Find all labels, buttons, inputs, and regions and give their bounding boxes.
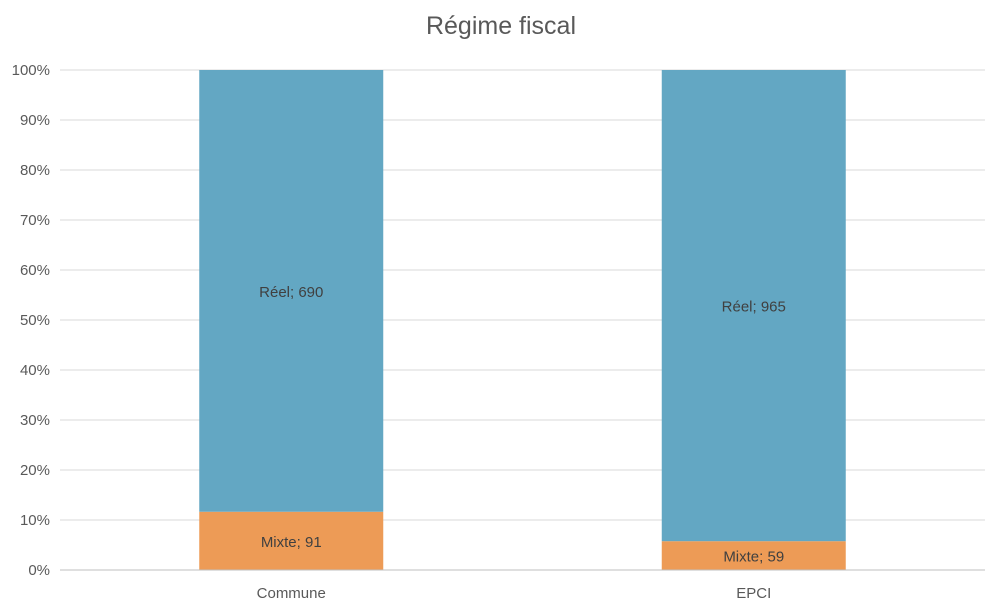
data-label: Mixte; 59 [723, 549, 784, 566]
axes: 0% 10% 20% 30% 40% 50% 60% 70% 80% 90% 100% Commune… [12, 62, 985, 602]
data-labels: Mixte; 91 Réel; 690 Mixte; 59 Réel; 965 [259, 284, 786, 566]
x-tick-label: Commune [257, 585, 326, 602]
y-tick-label: 50% [20, 312, 50, 329]
bar-r-el-commune [199, 70, 384, 512]
y-tick-label: 60% [20, 262, 50, 279]
y-tick-label: 30% [20, 412, 50, 429]
bars [199, 70, 846, 570]
y-tick-label: 0% [28, 562, 50, 579]
y-tick-label: 80% [20, 162, 50, 179]
bar-mixte-commune [199, 511, 384, 570]
y-tick-label: 90% [20, 112, 50, 129]
gridlines [60, 69, 985, 521]
x-tick-label: EPCI [736, 585, 771, 602]
y-tick-label: 10% [20, 512, 50, 529]
y-tick-label: 100% [12, 62, 50, 79]
bar-mixte-epci [661, 541, 846, 570]
data-label: Mixte; 91 [261, 534, 322, 551]
chart-title: Régime fiscal [425, 12, 577, 40]
y-tick-label: 40% [20, 362, 50, 379]
data-label: Réel; 965 [722, 299, 786, 316]
bar-r-el-epci [661, 70, 846, 542]
y-tick-label: 70% [20, 212, 50, 229]
data-label: Réel; 690 [259, 284, 323, 301]
y-tick-label: 20% [20, 462, 50, 479]
